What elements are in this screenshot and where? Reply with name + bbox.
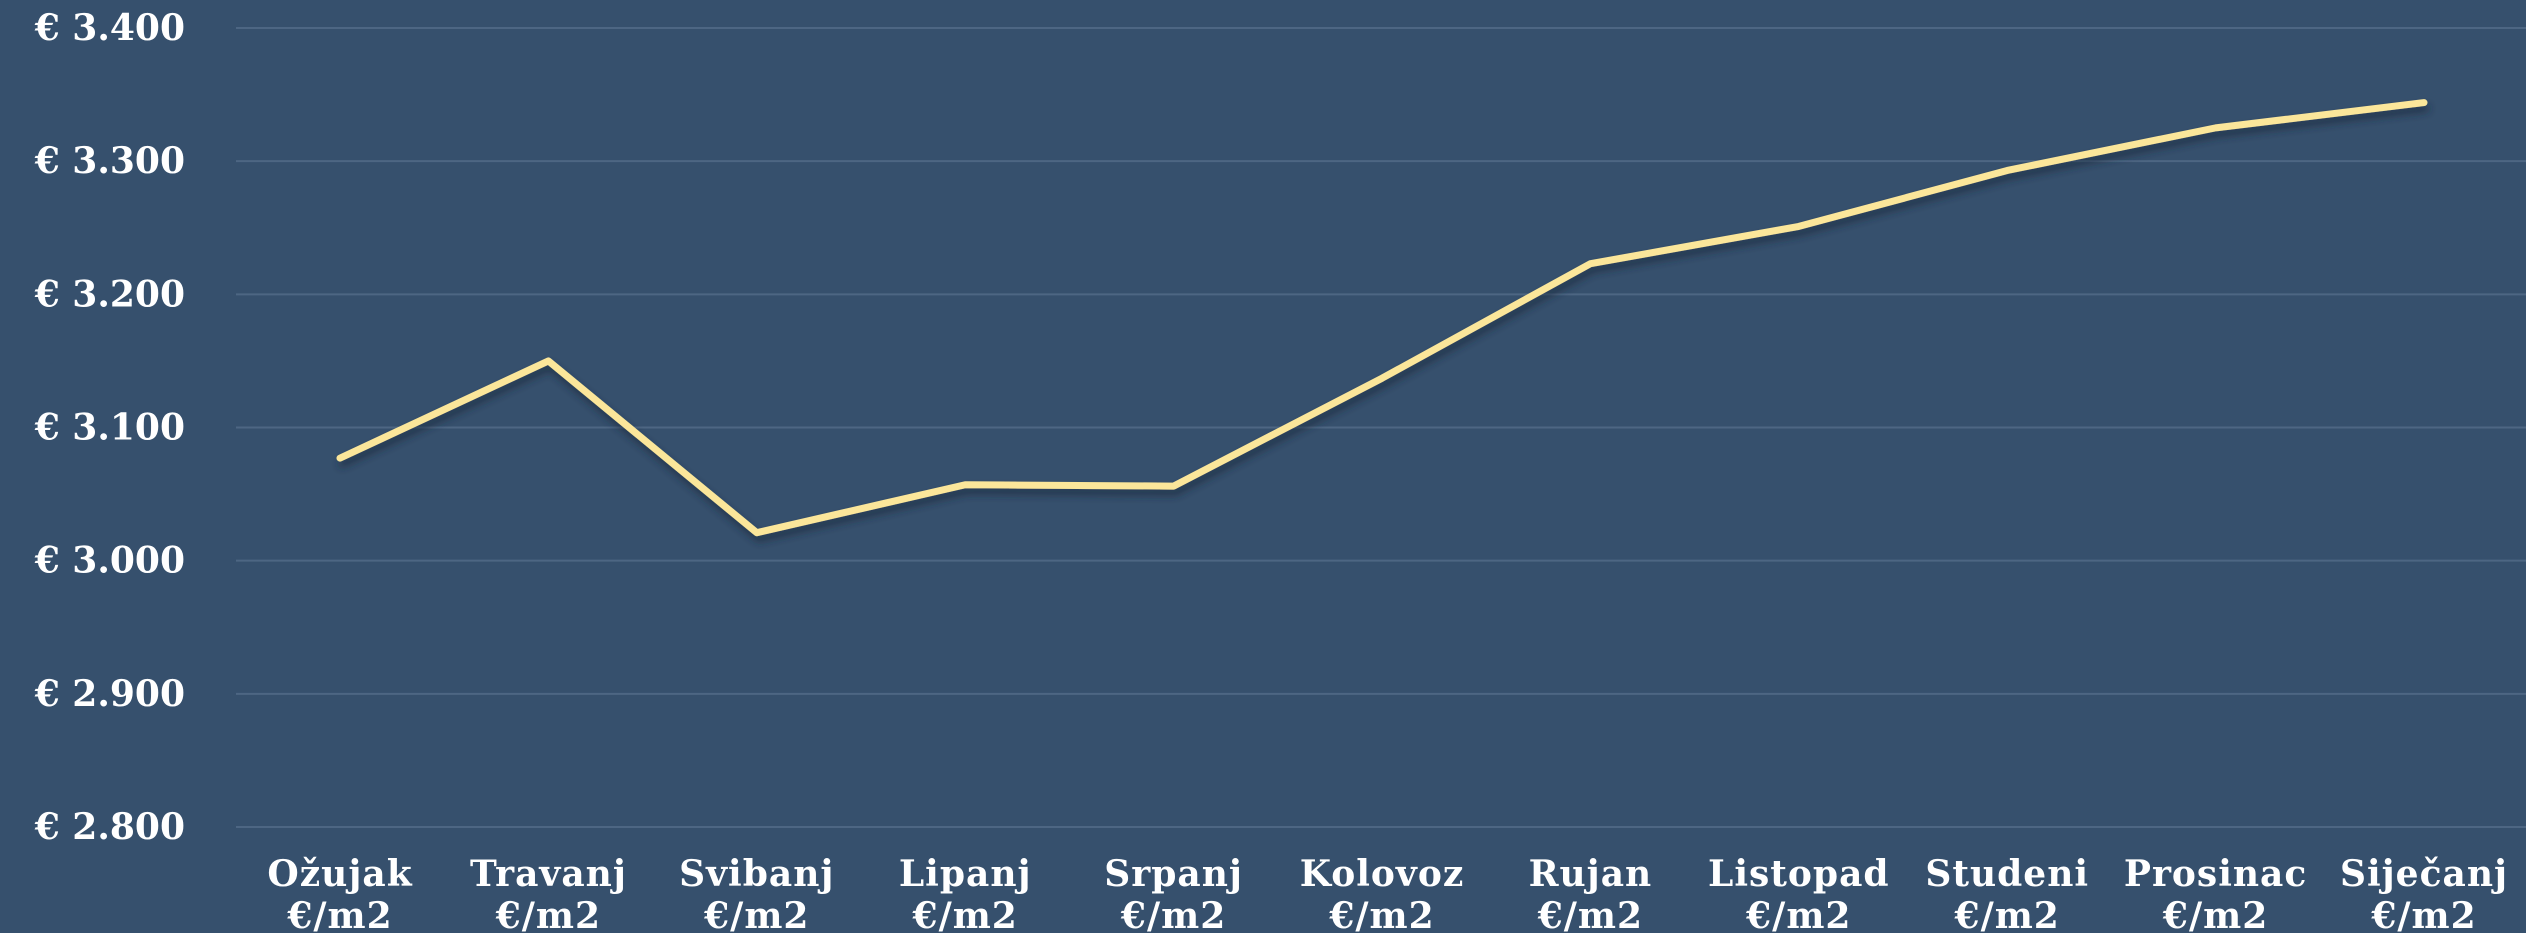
- x-tick-unit: €/m2: [1328, 895, 1434, 933]
- series-layer: [336, 99, 2428, 537]
- x-tick-unit: €/m2: [1954, 895, 2060, 933]
- y-tick-label: € 3.100: [34, 407, 185, 449]
- grid-layer: [236, 27, 2526, 828]
- data-point: [1587, 260, 1594, 267]
- x-tick-unit: €/m2: [2370, 895, 2476, 933]
- y-tick-label: € 3.400: [34, 7, 185, 49]
- x-tick-month: Lipanj: [899, 853, 1032, 895]
- x-tick-label: Svibanj €/m2: [679, 853, 834, 933]
- x-tick-label: Ožujak €/m2: [267, 853, 412, 933]
- x-tick-label: Kolovoz €/m2: [1300, 853, 1465, 933]
- x-tick-label: Siječanj €/m2: [2340, 853, 2508, 933]
- data-point: [753, 529, 760, 536]
- x-tick-label: Lipanj €/m2: [899, 853, 1032, 933]
- data-point: [1379, 375, 1385, 382]
- x-tick-month: Prosinac: [2124, 853, 2307, 895]
- y-tick-label: € 2.900: [34, 673, 185, 715]
- x-tick-month: Siječanj: [2340, 853, 2508, 895]
- x-tick-label: Listopad €/m2: [1708, 853, 1890, 933]
- data-point: [545, 357, 552, 364]
- data-point: [2212, 124, 2219, 131]
- data-point: [962, 481, 969, 488]
- x-tick-month: Svibanj: [679, 853, 834, 895]
- x-tick-month: Srpanj: [1104, 853, 1243, 895]
- x-tick-unit: €/m2: [912, 895, 1018, 933]
- y-tick-label: € 3.200: [34, 273, 185, 315]
- x-tick-month: Listopad: [1708, 853, 1890, 895]
- data-point: [2004, 167, 2011, 174]
- x-tick-label: Prosinac €/m2: [2124, 853, 2307, 933]
- x-tick-month: Ožujak: [267, 853, 412, 895]
- series-line: [336, 99, 2428, 537]
- x-tick-unit: €/m2: [1745, 895, 1851, 933]
- x-tick-unit: €/m2: [2162, 895, 2268, 933]
- x-tick-unit: €/m2: [703, 895, 809, 933]
- y-axis-ticks: € 2.800 € 2.900 € 3.000 € 3.100 € 3.200 € 3.3…: [34, 7, 185, 848]
- x-tick-label: Srpanj €/m2: [1104, 853, 1243, 933]
- data-point: [1795, 223, 1802, 230]
- x-tick-unit: €/m2: [286, 895, 392, 933]
- x-tick-unit: €/m2: [495, 895, 601, 933]
- x-tick-unit: €/m2: [1537, 895, 1643, 933]
- data-point: [2421, 99, 2427, 106]
- data-point: [337, 455, 343, 462]
- y-tick-label: € 3.000: [34, 540, 185, 582]
- x-tick-label: Rujan €/m2: [1529, 853, 1653, 933]
- y-tick-label: € 3.300: [34, 140, 185, 182]
- y-tick-label: € 2.800: [34, 806, 185, 848]
- x-tick-month: Travanj: [470, 853, 627, 895]
- x-tick-label: Studeni €/m2: [1925, 853, 2089, 933]
- x-tick-month: Rujan: [1529, 853, 1653, 895]
- x-tick-month: Studeni: [1925, 853, 2089, 895]
- x-tick-label: Travanj €/m2: [470, 853, 627, 933]
- x-tick-month: Kolovoz: [1300, 853, 1465, 895]
- x-tick-unit: €/m2: [1120, 895, 1226, 933]
- data-point: [1170, 483, 1177, 490]
